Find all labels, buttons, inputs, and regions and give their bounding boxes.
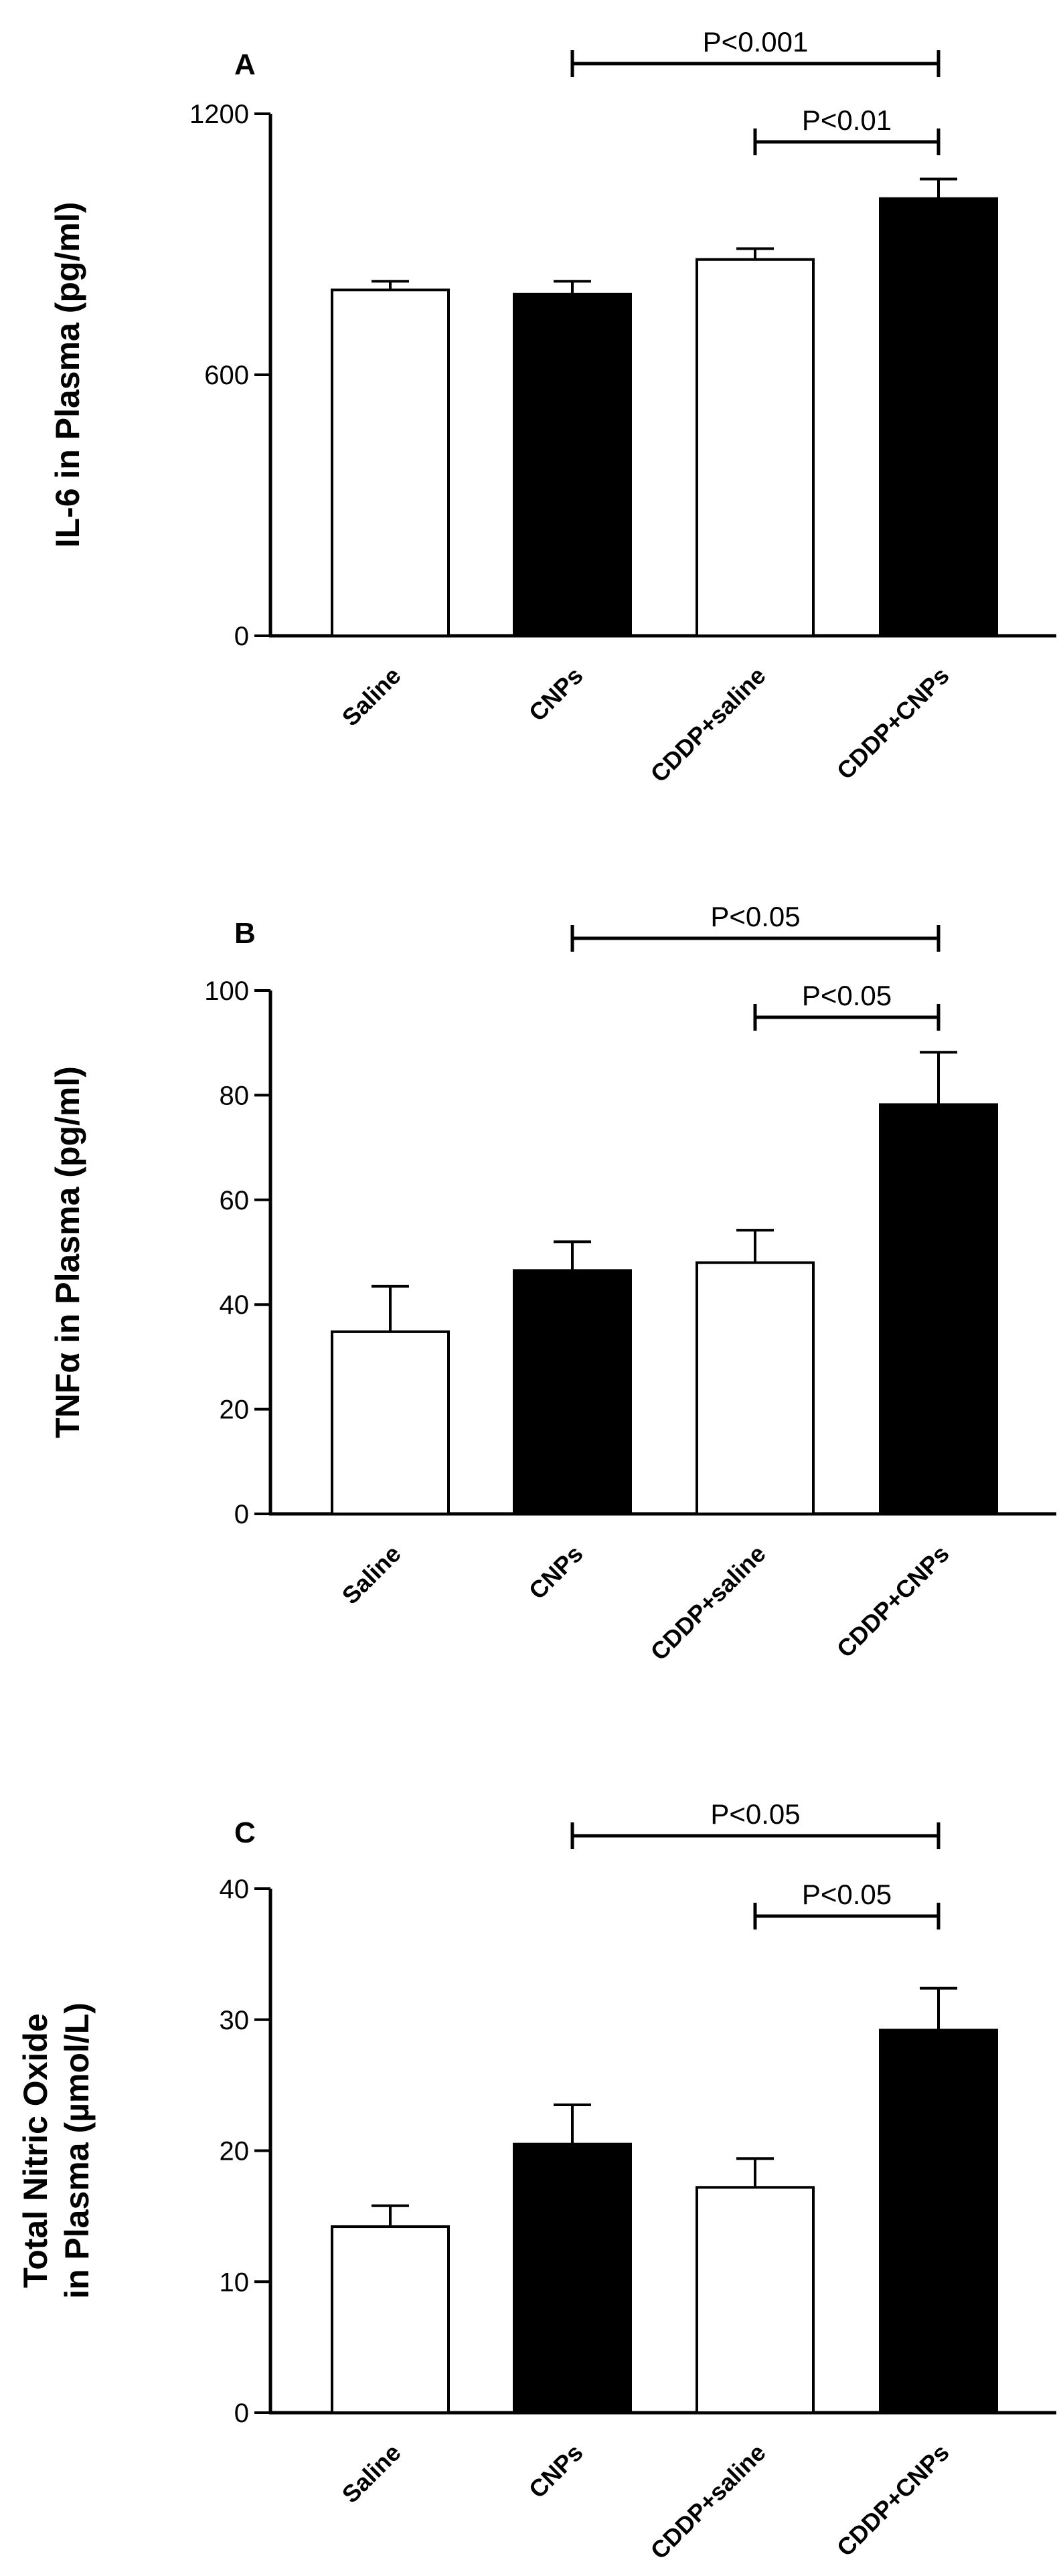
panel-c: C 0 10 20 30 40 Total Nitric Oxide in Plasma (µ… (17, 1798, 1056, 2565)
panel-a-letter: A (234, 48, 256, 81)
panel-c-y-axis-label: Total Nitric Oxide (17, 2013, 54, 2288)
panel-c-significance-label: P<0.05 (802, 1879, 892, 1910)
panel-b-significance-label: P<0.05 (802, 980, 892, 1011)
panel-b-y-tick-label: 80 (220, 1081, 250, 1110)
panel-b-y-tick-label: 100 (204, 976, 249, 1006)
panel-c-y-axis-label: in Plasma (µmol/L) (58, 2002, 96, 2299)
panel-c-y-tick-label: 10 (220, 2267, 250, 2297)
panel-a-category-label: Saline (337, 662, 406, 732)
panel-b-category-label: CDDP+saline (645, 1540, 771, 1666)
panel-c-bar-cddp-cnps (879, 2029, 998, 2414)
panel-b-bar-cddp-cnps (879, 1103, 998, 1515)
panel-c-letter: C (234, 1816, 256, 1849)
panel-c-significance-label: P<0.05 (710, 1798, 800, 1830)
panel-b-letter: B (234, 917, 256, 950)
panel-a-bar-cddp-cnps (879, 197, 998, 637)
panel-a-y-tick-label: 0 (234, 622, 249, 651)
panel-b-y-tick-label: 0 (234, 1500, 249, 1529)
panel-c-y-tick-label: 40 (220, 1875, 250, 1904)
panel-c-bar-cnps (513, 2142, 632, 2414)
panel-a-significance-label: P<0.001 (703, 26, 809, 58)
panel-a-category-label: CDDP+CNPs (831, 662, 955, 785)
panel-b-y-tick-label: 20 (220, 1395, 250, 1425)
panel-b-category-label: Saline (337, 1540, 406, 1610)
panel-b-category-label: CDDP+CNPs (831, 1540, 955, 1663)
panel-c-category-label: CDDP+saline (645, 2439, 771, 2565)
panel-a-bar-saline (331, 288, 450, 637)
panel-b-y-axis-label: TNFα in Plasma (pg/ml) (49, 1066, 86, 1438)
panel-a-bar-cddp-saline (696, 258, 815, 637)
panel-c-y-tick-label: 30 (220, 2006, 250, 2035)
panel-c-y-tick-label: 0 (234, 2399, 249, 2428)
panel-c-category-label: CNPs (523, 2439, 588, 2504)
panel-a-y-tick-label: 600 (204, 361, 249, 390)
panel-b: B 0 20 40 60 80 100 TNFα in Plasma (pg/ml) Salin… (49, 901, 1056, 1666)
panel-c-category-label: CDDP+CNPs (831, 2439, 955, 2562)
panel-a: A 0 600 1200 IL-6 in Plasma (pg/ml) Saline CNP… (49, 26, 1056, 788)
panel-a-significance-label: P<0.01 (802, 104, 892, 136)
panel-b-y-tick-label: 60 (220, 1186, 250, 1215)
panel-a-y-tick-label: 1200 (189, 100, 249, 129)
panel-a-bar-cnps (513, 292, 632, 637)
panel-a-category-label: CNPs (523, 662, 588, 727)
panel-b-bar-saline (331, 1330, 450, 1515)
panel-b-y-tick-label: 40 (220, 1290, 250, 1320)
panel-b-bar-cnps (513, 1269, 632, 1515)
panel-b-significance-label: P<0.05 (710, 901, 800, 932)
panel-b-category-label: CNPs (523, 1540, 588, 1605)
panel-c-bar-cddp-saline (696, 2186, 815, 2415)
panel-a-category-label: CDDP+saline (645, 662, 771, 788)
panel-c-bar-saline (331, 2225, 450, 2414)
panel-c-category-label: Saline (337, 2439, 406, 2508)
panel-b-bar-cddp-saline (696, 1261, 815, 1515)
panel-a-y-axis-label: IL-6 in Plasma (pg/ml) (49, 202, 86, 548)
panel-c-y-tick-label: 20 (220, 2137, 250, 2166)
